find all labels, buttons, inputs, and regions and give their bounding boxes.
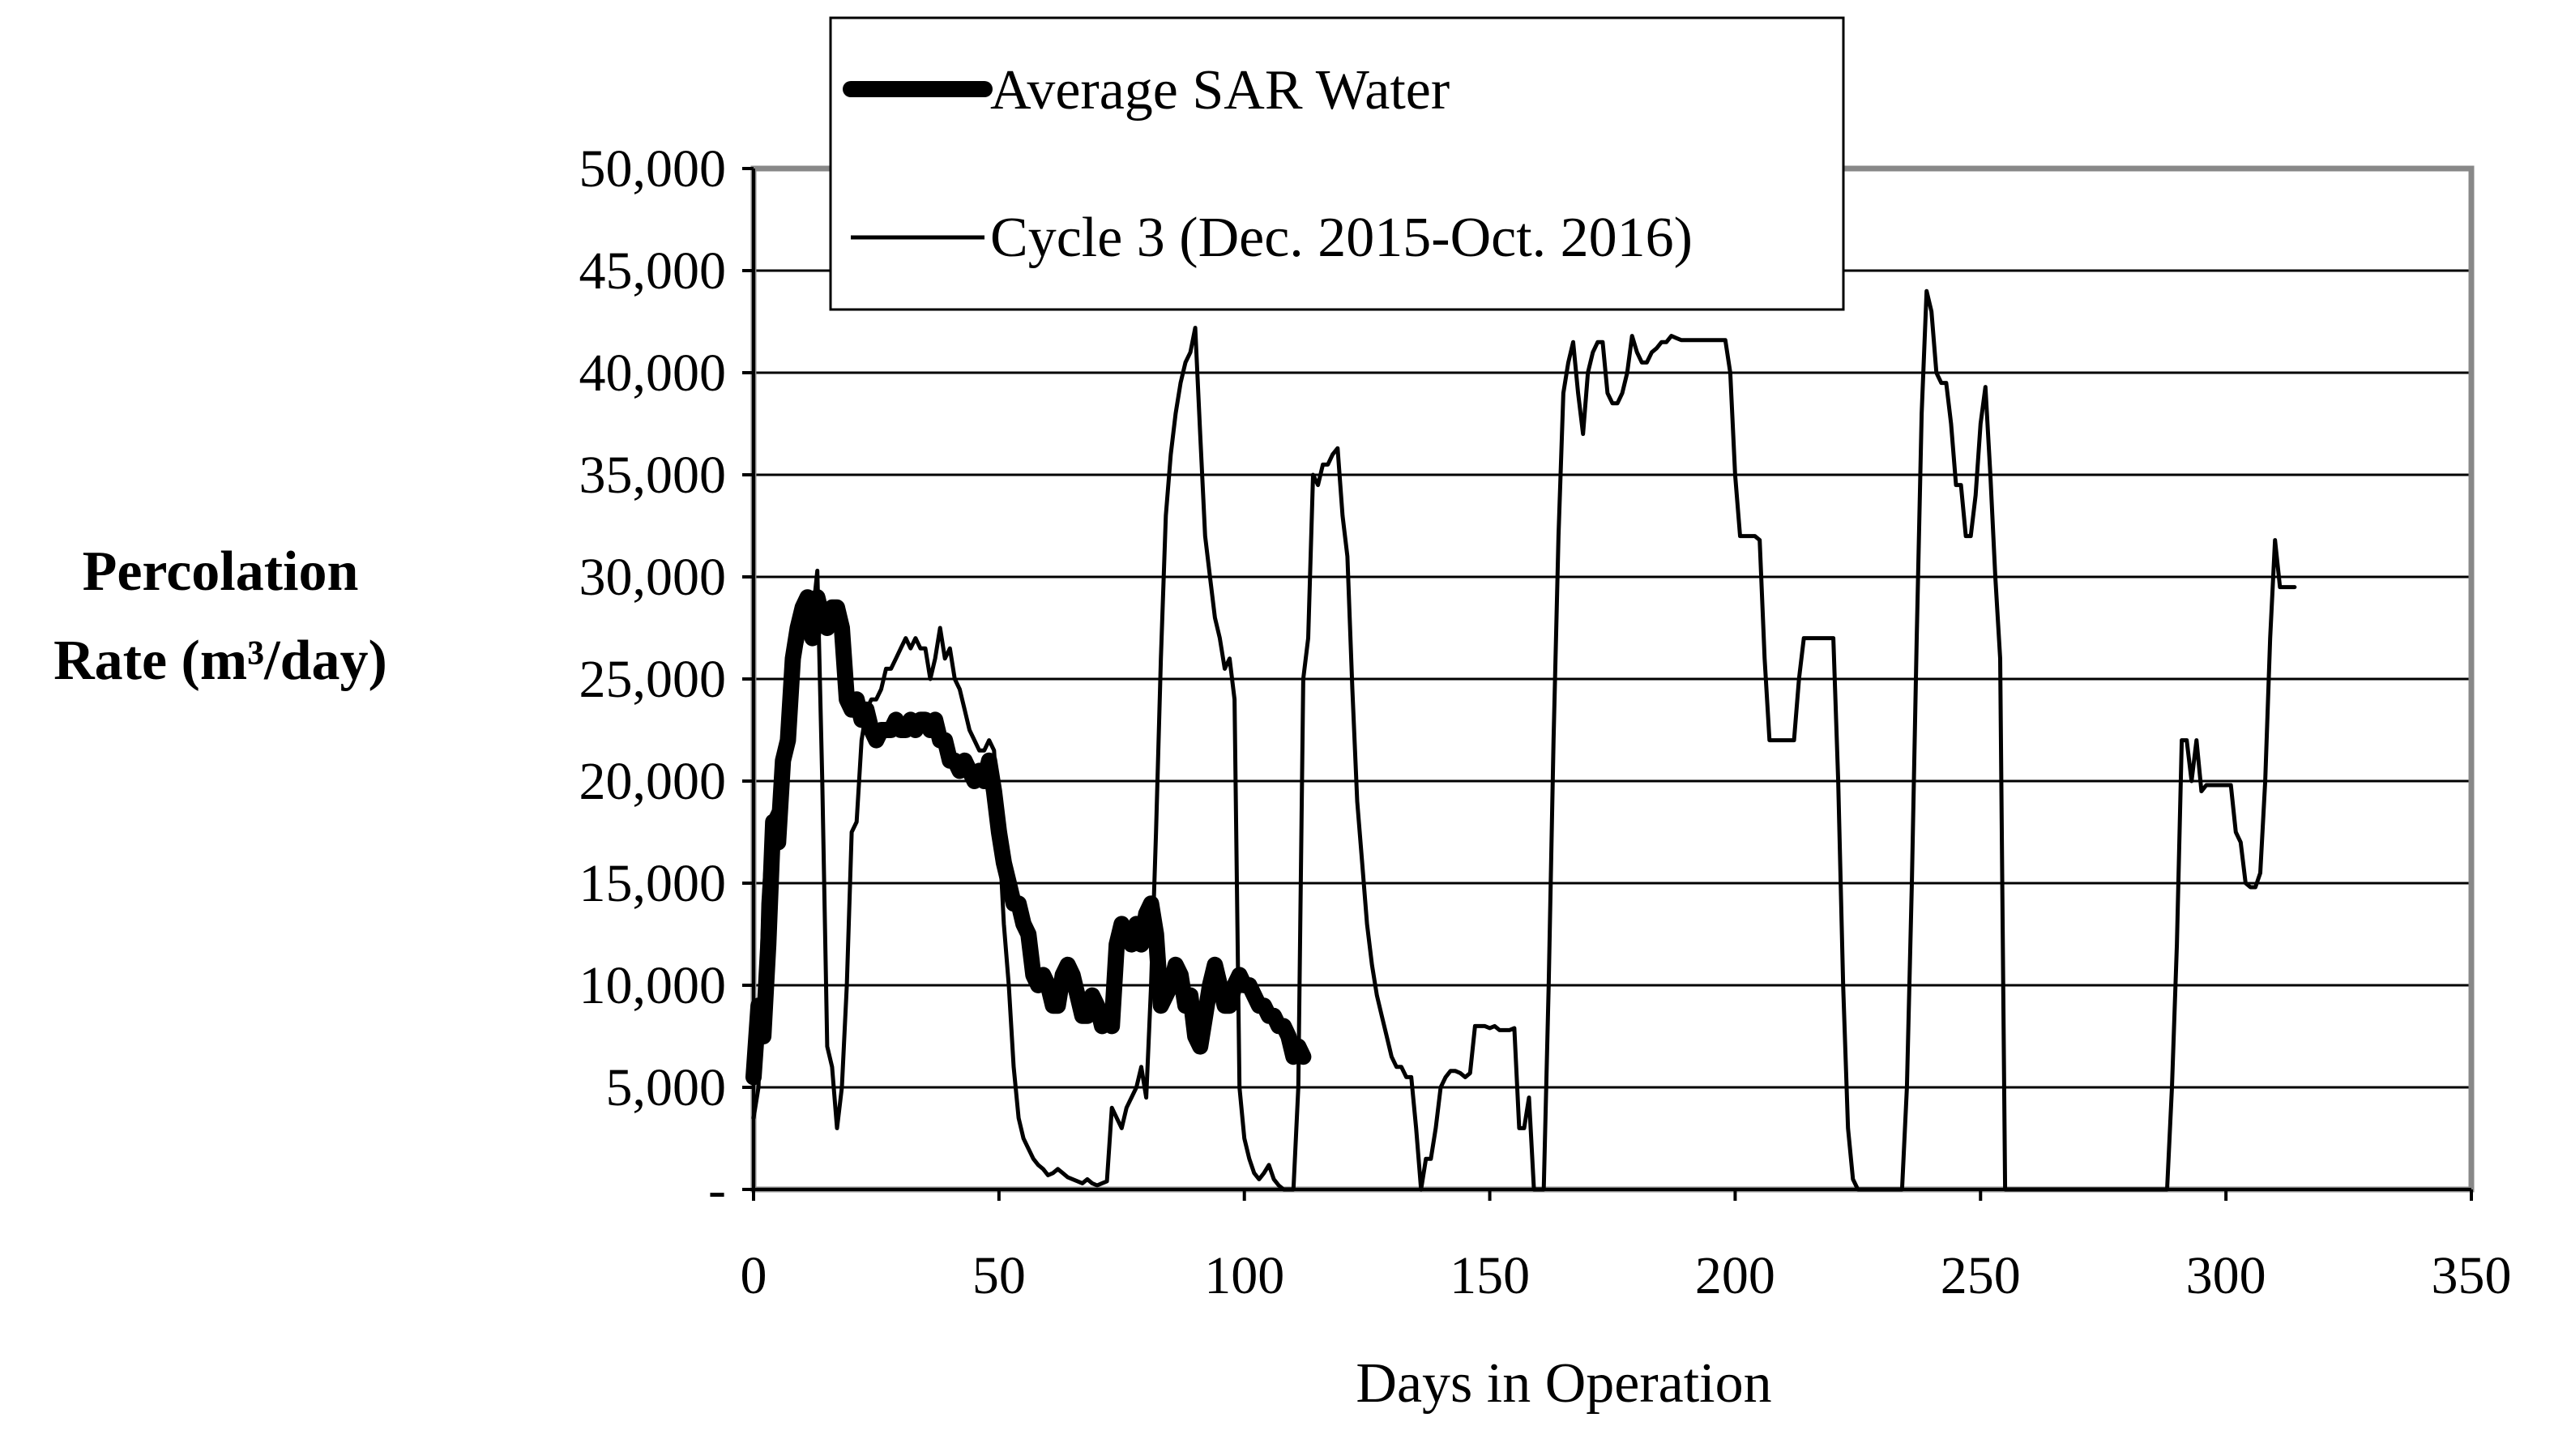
- y-tick-label-0: -: [708, 1160, 726, 1219]
- x-tick-label-300: 300: [2186, 1246, 2266, 1305]
- y-axis-title-line-2: Rate (m³/day): [53, 630, 387, 692]
- x-tick-label-350: 350: [2432, 1246, 2512, 1305]
- x-tick-label-50: 50: [972, 1246, 1026, 1305]
- x-tick-label-200: 200: [1695, 1246, 1775, 1305]
- y-tick-label-10000: 10,000: [579, 956, 727, 1015]
- y-tick-label-40000: 40,000: [579, 344, 727, 403]
- x-tick-label-150: 150: [1450, 1246, 1530, 1305]
- x-axis-title: Days in Operation: [1356, 1352, 1771, 1415]
- y-tick-label-20000: 20,000: [579, 752, 727, 811]
- series-line-average-sar-water: [745, 589, 1312, 1086]
- y-tick-label-50000: 50,000: [579, 139, 727, 199]
- x-tick-label-0: 0: [741, 1246, 767, 1305]
- legend-label-average-sar-water: Average SAR Water: [990, 59, 1450, 122]
- y-tick-label-15000: 15,000: [579, 854, 727, 913]
- series-line-cycle-3: [751, 288, 2297, 1192]
- legend-label-cycle-3: Cycle 3 (Dec. 2015-Oct. 2016): [990, 207, 1693, 269]
- x-tick-label-250: 250: [1941, 1246, 2021, 1305]
- y-tick-label-45000: 45,000: [579, 241, 727, 301]
- series-lines: [745, 288, 2297, 1192]
- y-tick-label-25000: 25,000: [579, 650, 727, 709]
- x-tick-label-100: 100: [1204, 1246, 1284, 1305]
- y-tick-label-30000: 30,000: [579, 548, 727, 607]
- y-tick-label-5000: 5,000: [606, 1058, 727, 1117]
- legend: Average SAR Water Cycle 3 (Dec. 2015-Oct…: [829, 16, 1845, 311]
- legend-box: [829, 16, 1845, 311]
- y-tick-label-35000: 35,000: [579, 446, 727, 505]
- grid-lines: [754, 269, 2471, 1089]
- axes: [742, 167, 2473, 1201]
- y-axis-title-line-1: Percolation: [83, 540, 359, 603]
- tick-labels: - 5,000 10,000 15,000 20,000 25,000 30,000 35,0…: [579, 139, 2512, 1305]
